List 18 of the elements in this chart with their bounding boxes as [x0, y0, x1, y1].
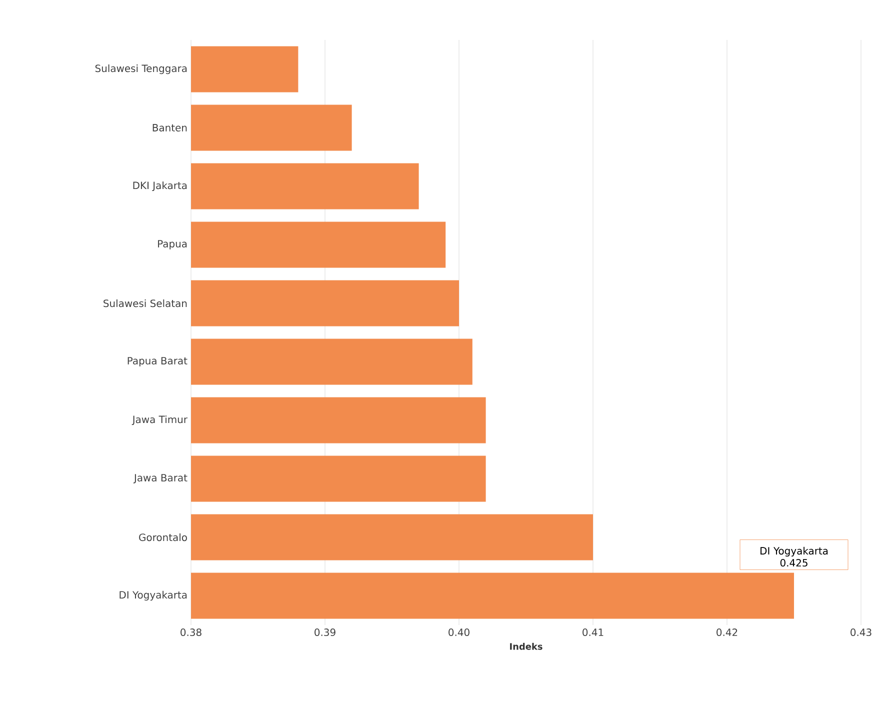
y-tick-label: Sulawesi Selatan — [104, 299, 187, 308]
annotation: DI Yogyakarta 0.425 — [760, 546, 828, 567]
y-tick-label: Papua Barat — [128, 357, 188, 366]
x-tick-label: 0.43 — [850, 628, 872, 636]
y-tick-label: Gorontalo — [139, 533, 187, 542]
y-tick-label: Banten — [152, 124, 187, 132]
y-tick-label: Papua — [158, 240, 187, 250]
x-axis-title: Indeks — [510, 642, 542, 650]
x-tick-label: 0.41 — [582, 628, 604, 636]
x-tick-label: 0.42 — [716, 628, 738, 636]
y-tick-label: DI Yogyakarta — [120, 590, 187, 601]
y-tick-label: Jawa Timur — [132, 415, 188, 426]
y-tick-label: DKI Jakarta — [133, 181, 187, 192]
y-tick-label: Sulawesi Tenggara — [95, 64, 187, 74]
x-tick-label: 0.40 — [448, 628, 470, 636]
x-tick-label: 0.38 — [180, 628, 202, 636]
x-tick-label: 0.39 — [314, 628, 336, 636]
y-tick-label: Jawa Barat — [133, 474, 188, 484]
